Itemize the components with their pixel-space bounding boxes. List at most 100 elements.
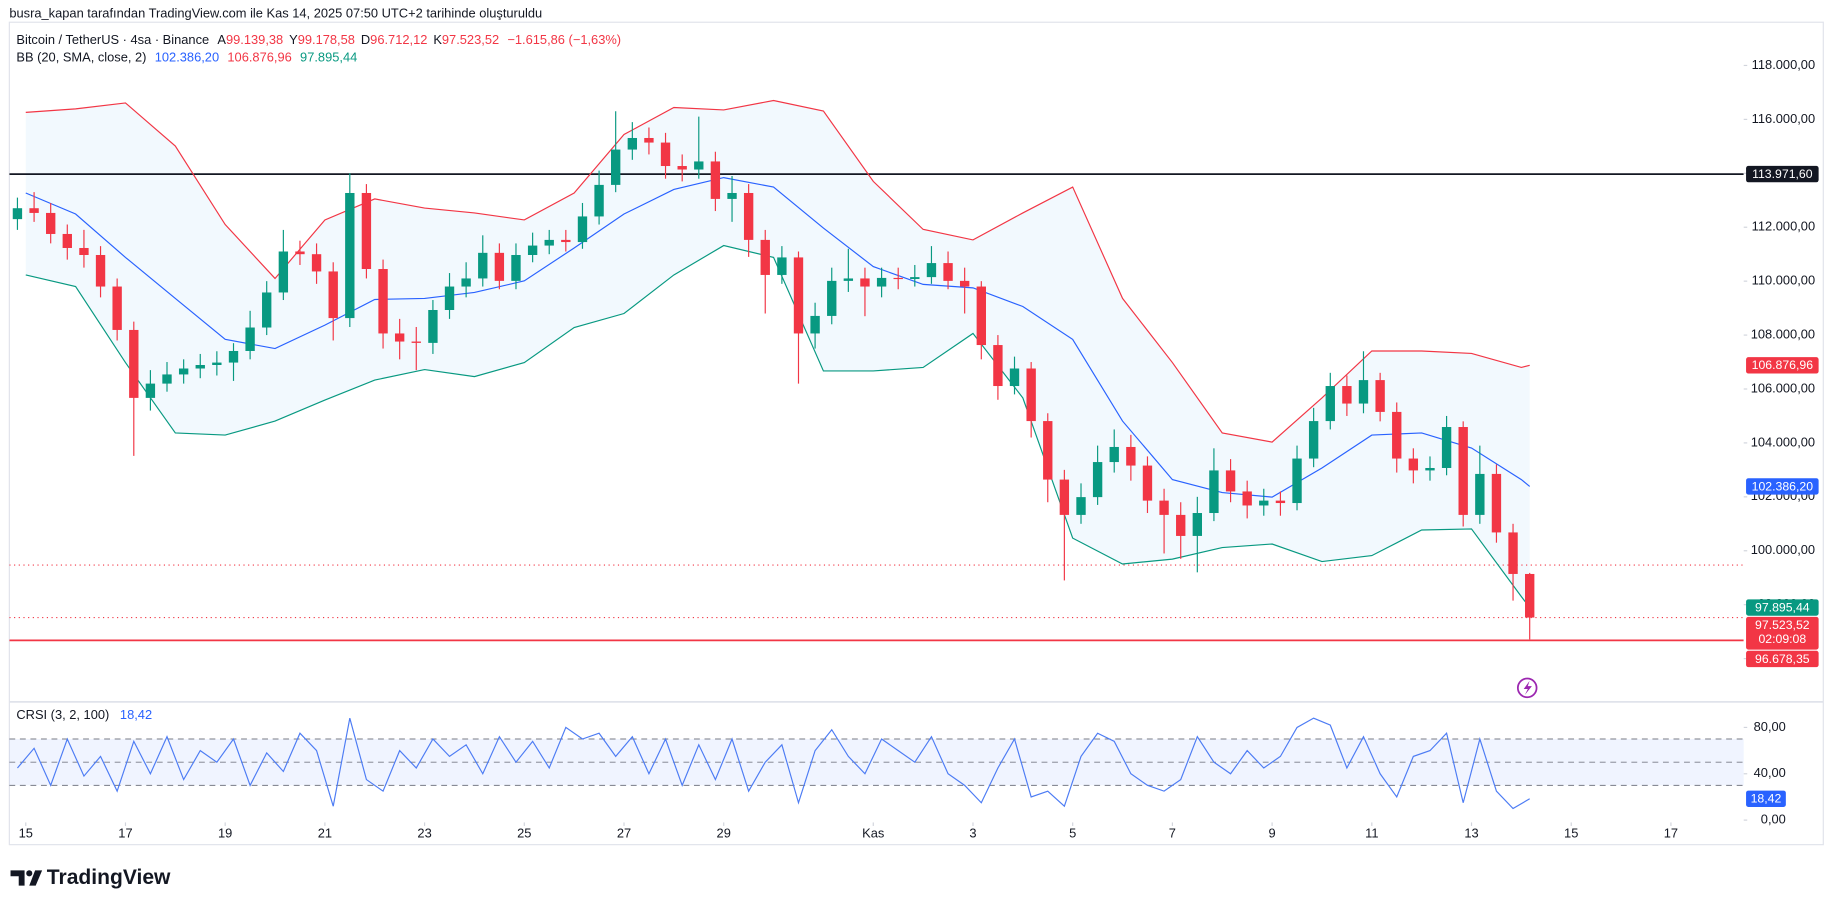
logo-mark xyxy=(10,870,25,886)
bb-lower-value: 97.895,44 xyxy=(300,50,357,65)
x-tick-label: 19 xyxy=(218,826,232,841)
ohlc-value: 96.712,12 xyxy=(370,32,427,47)
candle-body xyxy=(1342,386,1352,404)
candle-body xyxy=(1408,458,1419,471)
candle-body xyxy=(993,345,1003,387)
candle-body xyxy=(1076,497,1086,515)
change-value: −1.615,86 (−1,63%) xyxy=(507,32,621,47)
candle-body xyxy=(162,374,172,384)
candle-body xyxy=(245,327,255,351)
candle-body xyxy=(444,286,455,310)
footer-logo: TradingView xyxy=(10,866,171,889)
candle-body xyxy=(793,257,804,334)
candle-body xyxy=(1159,500,1169,515)
candle-body xyxy=(1009,368,1020,387)
price-tag-label: 102.386,20 xyxy=(1752,479,1814,493)
x-tick-label: 21 xyxy=(318,826,332,841)
candle-body xyxy=(29,208,39,213)
x-tick-label: 3 xyxy=(969,826,976,841)
candle-body xyxy=(1392,411,1402,459)
bb-upper-value: 106.876,96 xyxy=(227,50,291,65)
candle-body xyxy=(262,292,272,328)
candle-body xyxy=(694,161,704,170)
price-pane xyxy=(9,99,1744,642)
x-tick-label: 27 xyxy=(617,826,631,841)
crsi-legend: CRSI (3, 2, 100) 18,42 xyxy=(16,707,152,722)
indicator-title: BB (20, SMA, close, 2) xyxy=(16,50,146,65)
candle-body xyxy=(810,315,820,334)
y-tick-label: 112.000,00 xyxy=(1752,219,1815,234)
price-tag xyxy=(1746,650,1819,668)
candle-body xyxy=(1458,427,1468,515)
price-tag xyxy=(1746,616,1819,650)
attribution: busra_kapan tarafından TradingView.com i… xyxy=(9,5,542,20)
price-tag-label: 113.971,60 xyxy=(1752,167,1813,181)
chart-frame xyxy=(8,21,1824,846)
candle-body xyxy=(743,192,754,240)
candle-body xyxy=(1176,514,1186,536)
candle-body xyxy=(976,286,986,346)
candle-body xyxy=(1375,380,1385,412)
x-tick-label: 17 xyxy=(1664,826,1678,841)
candle-body xyxy=(1475,473,1485,515)
alert-bolt[interactable] xyxy=(1523,680,1532,695)
symbol-legend: Bitcoin / TetherUS · 4sa · Binance A99.1… xyxy=(16,32,621,47)
candle-body xyxy=(12,208,23,220)
candle-body xyxy=(494,252,505,281)
price-tag-label: 96.678,35 xyxy=(1755,652,1810,666)
candle-body xyxy=(1441,427,1452,468)
candle-body xyxy=(145,383,156,398)
candle-body xyxy=(212,362,222,365)
candle-body xyxy=(1059,479,1070,515)
ohlc-value: 97.523,52 xyxy=(442,32,499,47)
candle-body xyxy=(677,166,687,170)
bb-fill xyxy=(25,100,1530,608)
candle-body xyxy=(1043,421,1053,480)
candle-body xyxy=(1525,573,1535,618)
alert-circle[interactable] xyxy=(1516,677,1538,699)
x-tick-label: 23 xyxy=(417,826,431,841)
x-tick-label: 7 xyxy=(1169,826,1176,841)
candle-body xyxy=(959,280,970,287)
candle-body xyxy=(511,254,521,281)
candle-body xyxy=(1142,465,1153,501)
candle-body xyxy=(1109,446,1119,463)
indicator-legend: BB (20, SMA, close, 2) 102.386,20 106.87… xyxy=(16,50,357,65)
candle-body xyxy=(777,257,787,275)
x-tick-label: 11 xyxy=(1365,826,1378,841)
x-tick-label: 15 xyxy=(1564,826,1578,841)
candle-body xyxy=(345,192,355,319)
candle-body xyxy=(1192,513,1203,536)
x-tick-label: 25 xyxy=(517,826,531,841)
candle-body xyxy=(893,277,903,280)
candle-body xyxy=(295,251,305,255)
candle-body xyxy=(378,269,388,334)
x-tick-label: 29 xyxy=(717,826,731,841)
candle-body xyxy=(361,192,372,270)
candle-body xyxy=(1092,462,1103,498)
candle-body xyxy=(926,263,937,278)
y-tick-label: 104.000,00 xyxy=(1751,434,1815,449)
candle-body xyxy=(428,309,438,343)
y-tick-label: 0,00 xyxy=(1761,812,1786,827)
y-tick-label: 108.000,00 xyxy=(1751,326,1815,341)
price-tag-label: 97.895,44 xyxy=(1755,600,1810,614)
ohlc-key: A xyxy=(217,32,226,47)
symbol-title: Bitcoin / TetherUS · 4sa · Binance xyxy=(16,32,209,47)
candle-body xyxy=(478,252,488,279)
logo-text: TradingView xyxy=(47,866,171,889)
candle-body xyxy=(112,286,122,330)
candle-body xyxy=(577,216,588,243)
price-tag-label: 02:09:08 xyxy=(1758,632,1806,646)
y-tick-label: 80,00 xyxy=(1754,719,1786,734)
candle-body xyxy=(760,239,770,275)
candle-body xyxy=(660,142,671,167)
candle-body xyxy=(876,277,887,287)
candle-body xyxy=(62,233,72,248)
candle-body xyxy=(1425,467,1435,471)
crsi-value: 18,42 xyxy=(120,707,152,722)
alert-icon[interactable] xyxy=(1516,677,1538,699)
candle-body xyxy=(1242,491,1252,506)
y-tick-label: 118.000,00 xyxy=(1752,57,1815,72)
